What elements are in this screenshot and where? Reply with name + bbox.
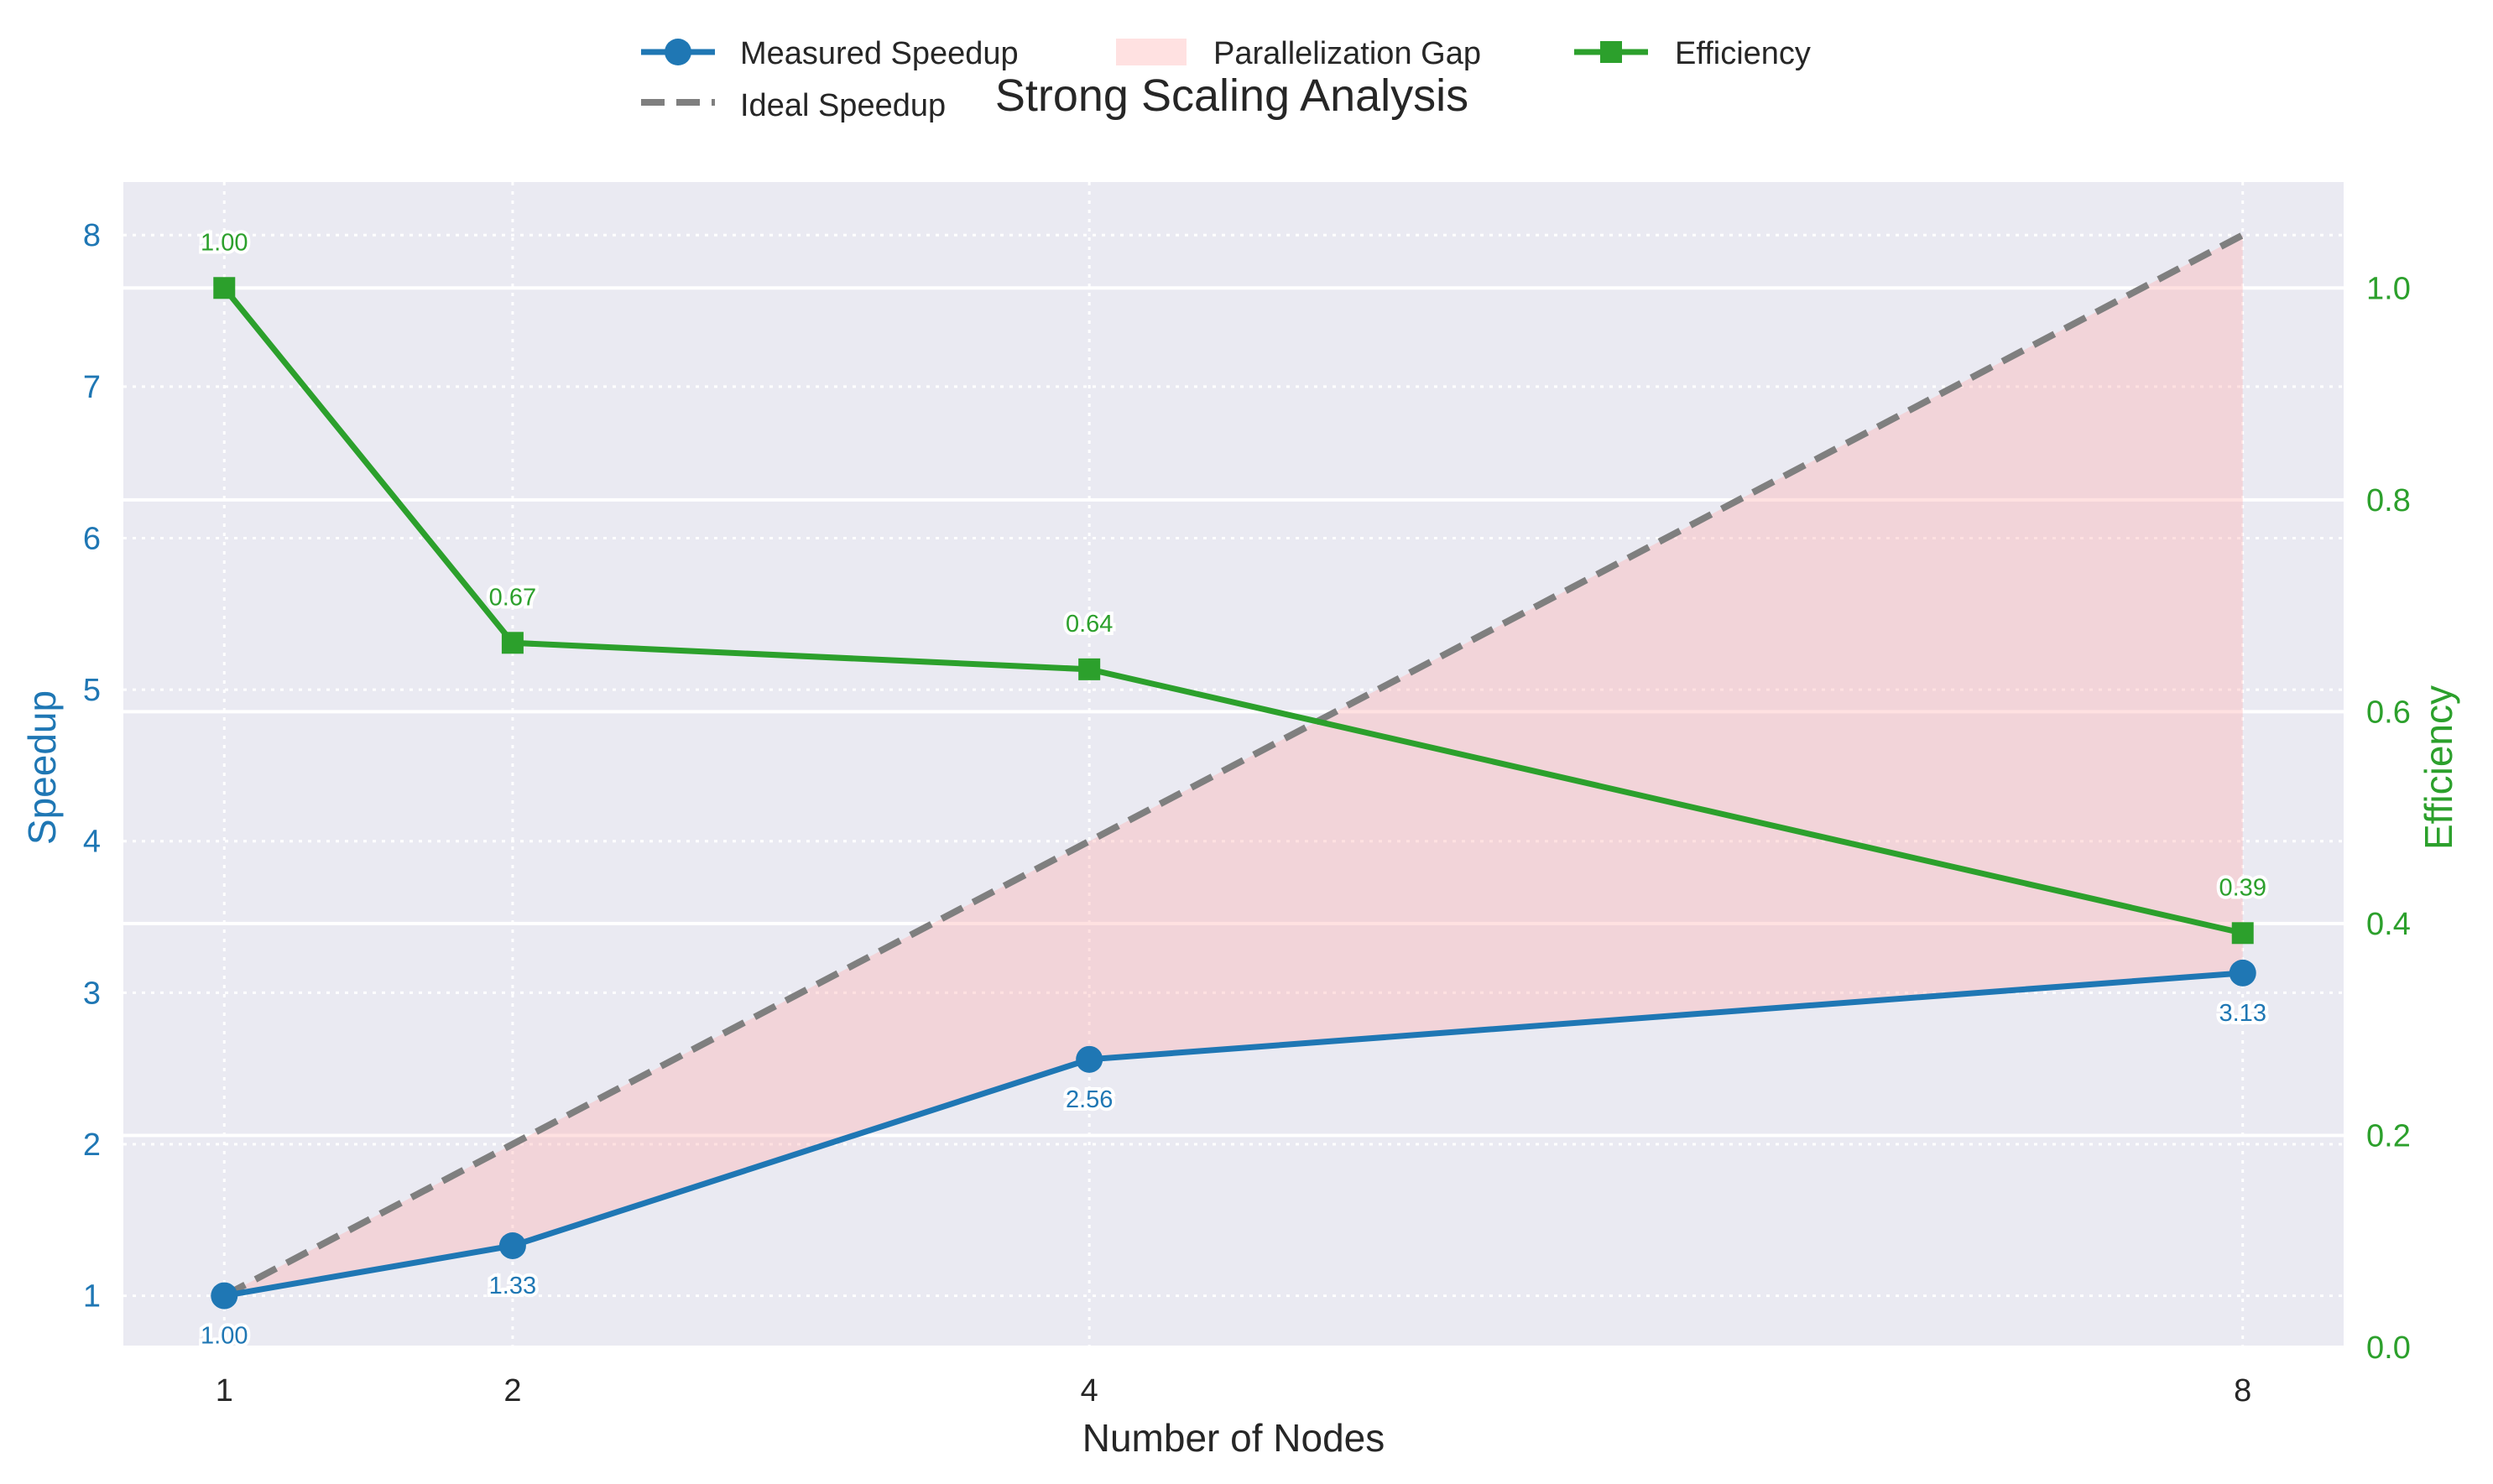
efficiency-point-4 [1078,658,1101,680]
measured-speedup-markers: 1.00 1.33 2.56 3.13 [197,959,2270,1353]
right-tick-label-0.6: 0.6 [2366,695,2411,730]
right-tick-label-0.4: 0.4 [2366,907,2411,942]
y-axis-label-right: Efficiency [2417,685,2460,850]
left-tick-label-4: 4 [83,825,101,860]
speedup-data-label-4: 2.56 [1066,1086,1113,1113]
left-tick-label-7: 7 [83,370,101,405]
efficiency-data-label-8: 0.39 [2219,874,2266,901]
y-axis-label-left: Speedup [20,690,64,845]
speedup-data-label-8: 3.13 [2219,1000,2266,1027]
efficiency-point-1 [213,277,236,299]
left-tick-label-3: 3 [83,976,101,1011]
right-tick-label-0.2: 0.2 [2366,1118,2411,1153]
measured-speedup-line [223,970,2243,1299]
legend-marker-square [1600,41,1622,63]
efficiency-markers: 1.00 0.67 0.64 0.39 [197,226,2270,945]
left-tick-label-6: 6 [83,521,101,556]
x-tick-label-4: 4 [1081,1373,1098,1408]
efficiency-point-8 [2231,922,2254,945]
efficiency-line [222,286,2244,936]
legend-item-parallelization-gap: Parallelization Gap [1116,36,1481,71]
legend: Measured Speedup Parallelization Gap Eff… [641,36,1811,123]
x-axis-label: Number of Nodes [1082,1416,1385,1460]
x-tick-label-8: 8 [2234,1373,2251,1408]
legend-label-efficiency: Efficiency [1675,36,1811,71]
legend-label-parallelization-gap: Parallelization Gap [1213,36,1481,71]
efficiency-data-label-2: 0.67 [489,584,536,611]
left-tick-label-1: 1 [83,1279,101,1315]
legend-item-ideal-speedup: Ideal Speedup [641,88,946,123]
efficiency-point-2 [501,632,524,654]
left-tick-label-8: 8 [83,218,101,253]
speedup-point-4 [1076,1045,1103,1073]
left-tick-label-2: 2 [83,1127,101,1163]
grid-lines-x [222,182,2245,1347]
grid-lines-y [123,233,2344,1298]
speedup-point-1 [211,1282,238,1310]
x-tick-label-2: 2 [503,1373,521,1408]
efficiency-data-label-4: 0.64 [1066,611,1113,638]
right-axis-ticks: 0.0 0.2 0.4 0.6 0.8 1.0 [2366,271,2411,1366]
left-tick-label-5: 5 [83,673,101,708]
legend-marker-circle [665,39,691,65]
x-tick-label-1: 1 [216,1373,233,1408]
right-tick-label-0.0: 0.0 [2366,1330,2411,1366]
efficiency-data-label-1: 1.00 [201,229,248,256]
speedup-point-2 [498,1231,526,1259]
legend-patch-gap [1116,39,1187,65]
legend-label-ideal-speedup: Ideal Speedup [740,88,946,123]
speedup-data-label-2: 1.33 [489,1273,536,1299]
left-axis-ticks: 1 2 3 4 5 6 7 8 [83,218,101,1314]
legend-item-efficiency: Efficiency [1574,36,1811,71]
speedup-point-8 [2229,959,2256,987]
grid-lines-right-axis [123,286,2344,1349]
x-axis-ticks: 1 2 4 8 [216,1373,2252,1408]
speedup-data-label-1: 1.00 [201,1323,248,1350]
chart-title: Strong Scaling Analysis [995,70,1468,121]
legend-item-measured-speedup: Measured Speedup [641,36,1019,71]
right-tick-label-1.0: 1.0 [2366,271,2411,306]
ideal-speedup-line [222,232,2245,1299]
legend-label-measured-speedup: Measured Speedup [740,36,1019,71]
right-tick-label-0.8: 0.8 [2366,483,2411,518]
